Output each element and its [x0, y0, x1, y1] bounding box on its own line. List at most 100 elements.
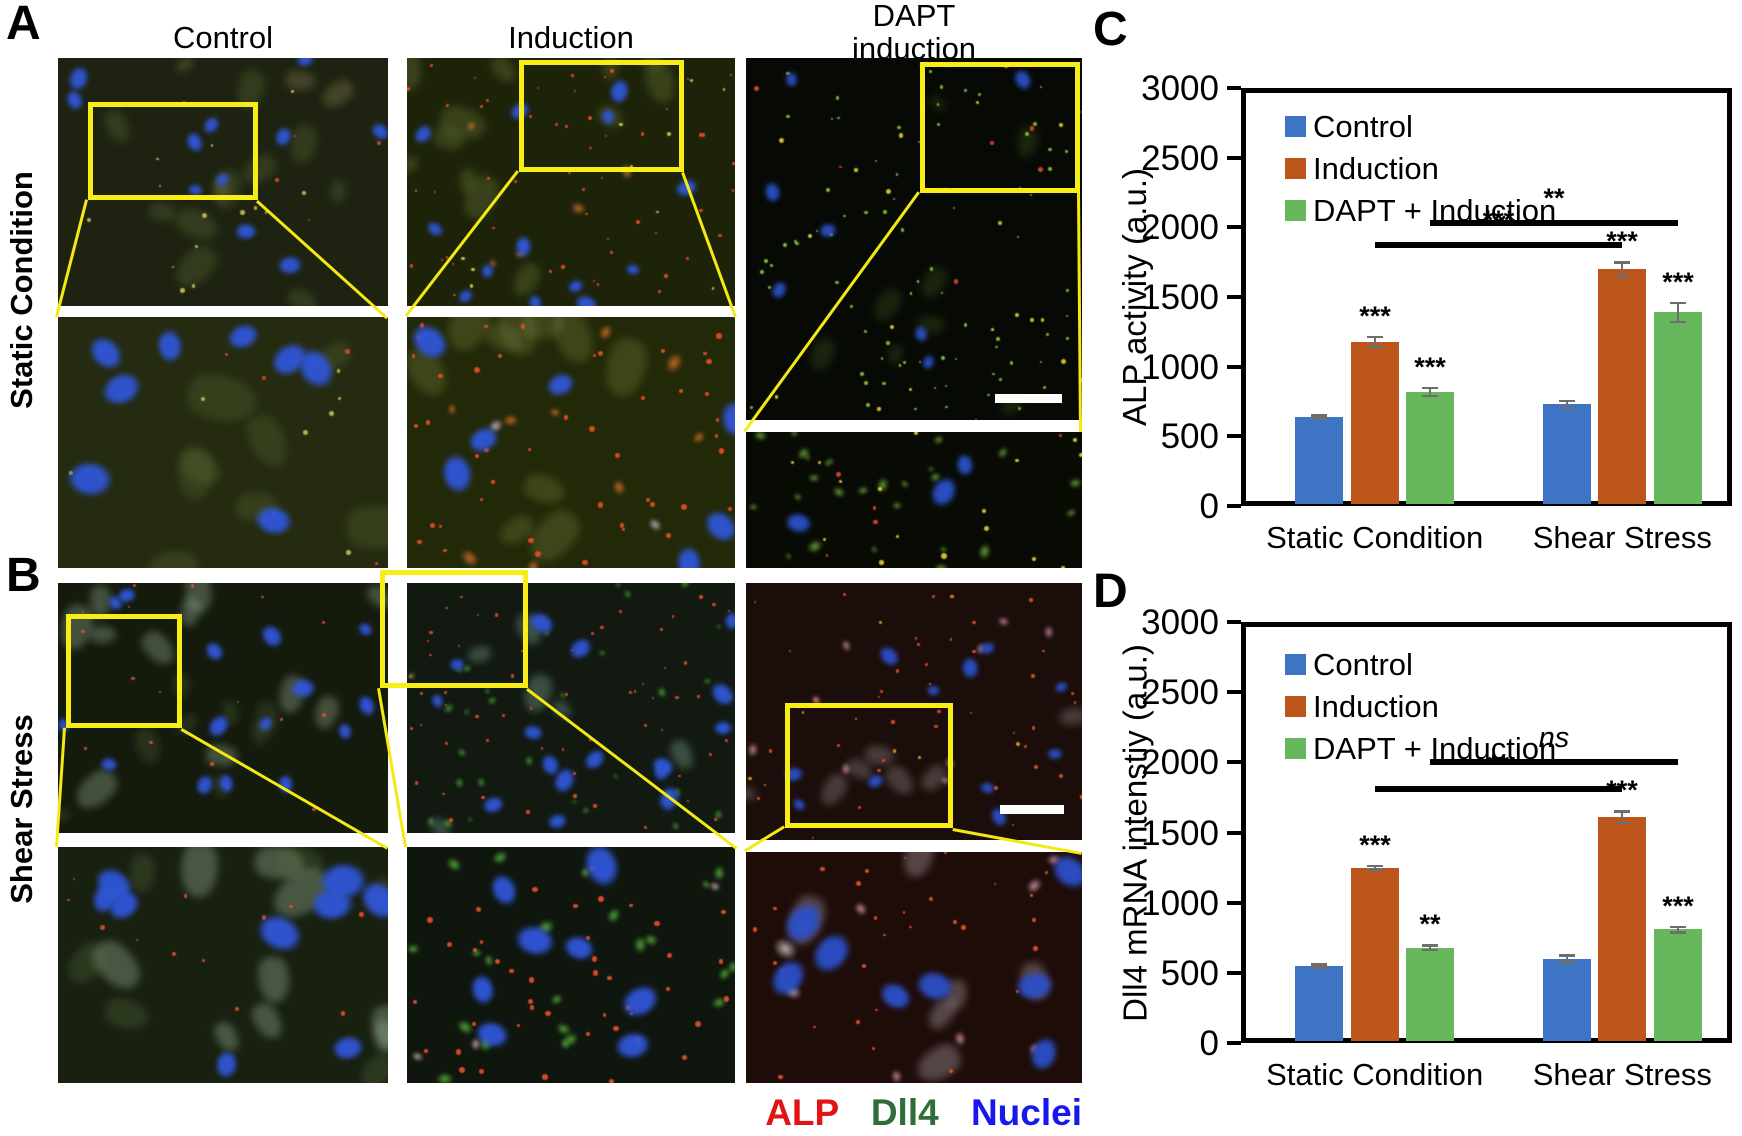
nucleus-blob — [975, 777, 1000, 799]
fluorescence-dot — [718, 959, 724, 964]
x-category-label: Shear Stress — [1532, 1057, 1712, 1092]
fluorescence-dot — [491, 480, 495, 484]
fluorescence-dot — [972, 649, 976, 654]
bar-control-static — [1295, 965, 1343, 1041]
fluorescence-smudge — [346, 505, 388, 549]
fluorescence-dot — [712, 602, 716, 607]
fluorescence-patch — [598, 649, 608, 657]
fluorescence-dot — [731, 189, 735, 192]
fluorescence-patch — [838, 636, 854, 654]
fluorescence-patch — [975, 540, 995, 563]
fluorescence-dot — [634, 1036, 641, 1043]
fluorescence-smudge — [746, 783, 759, 803]
error-bar-cap — [1559, 399, 1575, 403]
fluorescence-dot — [446, 942, 452, 948]
nucleus-blob — [535, 362, 586, 408]
fluorescence-dot — [843, 592, 847, 597]
fluorescence-dot — [253, 205, 258, 210]
fluorescence-dot — [407, 87, 410, 91]
fluorescence-dot — [573, 771, 576, 775]
fluorescence-dot — [629, 1011, 633, 1015]
fluorescence-dot — [480, 498, 484, 502]
fluorescence-dot — [441, 258, 444, 261]
error-bar-cap — [1614, 274, 1630, 278]
fluorescence-dot — [136, 938, 139, 941]
error-bar-cap — [1367, 864, 1383, 868]
comparison-line — [1375, 785, 1622, 792]
fluorescence-dot — [703, 351, 707, 356]
fluorescence-dot — [880, 357, 884, 360]
fluorescence-dot — [644, 826, 647, 829]
nucleus-blob — [462, 965, 503, 1014]
fluorescence-dot — [448, 818, 453, 823]
fluorescence-smudge — [520, 469, 568, 509]
error-bar-cap — [1422, 386, 1438, 390]
fluorescence-dot — [928, 897, 933, 902]
fluorescence-smudge — [369, 1003, 388, 1052]
fluorescence-dot — [835, 96, 840, 100]
fluorescence-patch — [611, 771, 620, 781]
fluorescence-dot — [770, 264, 773, 267]
y-tick-mark — [1227, 155, 1241, 160]
fluorescence-dot — [473, 76, 477, 79]
legend-label: Control — [1313, 109, 1413, 144]
micrograph-static-induction-inset — [407, 317, 735, 568]
fluorescence-dot — [864, 210, 868, 214]
fluorescence-dot — [581, 559, 588, 566]
fluorescence-smudge — [508, 260, 545, 301]
fluorescence-smudge — [916, 315, 946, 336]
fluorescence-dot — [460, 256, 465, 261]
comparison-label: ** — [1543, 183, 1565, 214]
nucleus-blob — [533, 746, 568, 784]
fluorescence-dot — [855, 881, 861, 887]
nucleus-blob — [86, 356, 157, 422]
fluorescence-patch — [524, 754, 535, 768]
fluorescence-dot — [718, 233, 722, 238]
fluorescence-smudge — [207, 773, 232, 801]
fluorescence-dot — [900, 227, 905, 232]
fluorescence-dot — [484, 448, 489, 453]
fluorescence-dot — [643, 724, 647, 728]
nucleus-blob — [869, 635, 910, 676]
fluorescence-dot — [661, 729, 664, 732]
fluorescence-patch — [547, 990, 567, 1009]
fluorescence-dot — [940, 356, 945, 360]
error-bar-cap — [1311, 417, 1327, 420]
fluorescence-dot — [590, 631, 595, 636]
fluorescence-dot — [658, 290, 661, 293]
fluorescence-patch — [803, 535, 828, 559]
fluorescence-dot — [914, 637, 918, 640]
fluorescence-dot — [613, 1025, 619, 1031]
fluorescence-patch — [995, 613, 1013, 629]
fluorescence-dot — [877, 695, 881, 699]
fluorescence-patch — [925, 469, 944, 487]
fluorescence-patch — [407, 942, 422, 956]
fluorescence-dot — [811, 836, 815, 840]
y-tick-mark — [1227, 364, 1241, 369]
fluorescence-patch — [712, 863, 726, 883]
fluorescence-smudge — [373, 1020, 388, 1054]
fluorescence-patch — [631, 933, 649, 956]
fluorescence-smudge — [265, 861, 337, 927]
fluorescence-dot — [671, 615, 675, 619]
fluorescence-dot — [728, 696, 732, 699]
nucleus-blob — [255, 325, 325, 393]
fluorescence-dot — [909, 292, 913, 296]
fluorescence-smudge — [174, 58, 196, 74]
nucleus-blob — [474, 789, 511, 821]
fluorescence-dot — [705, 392, 710, 397]
scale-bar — [995, 394, 1062, 403]
fluorescence-patch — [897, 477, 912, 491]
fluorescence-dot — [585, 1032, 590, 1036]
fluorescence-smudge — [285, 285, 320, 306]
fluorescence-smudge — [182, 367, 262, 430]
y-tick-mark — [1227, 295, 1241, 299]
fluorescence-dot — [528, 537, 534, 544]
fluorescence-dot — [902, 361, 906, 364]
fluorescence-dot — [593, 970, 599, 976]
nucleus-blob — [812, 218, 842, 244]
fluorescence-dot — [698, 133, 702, 137]
fluorescence-dot — [588, 425, 595, 432]
fluorescence-dot — [564, 415, 569, 420]
fluorescence-smudge — [273, 847, 328, 884]
